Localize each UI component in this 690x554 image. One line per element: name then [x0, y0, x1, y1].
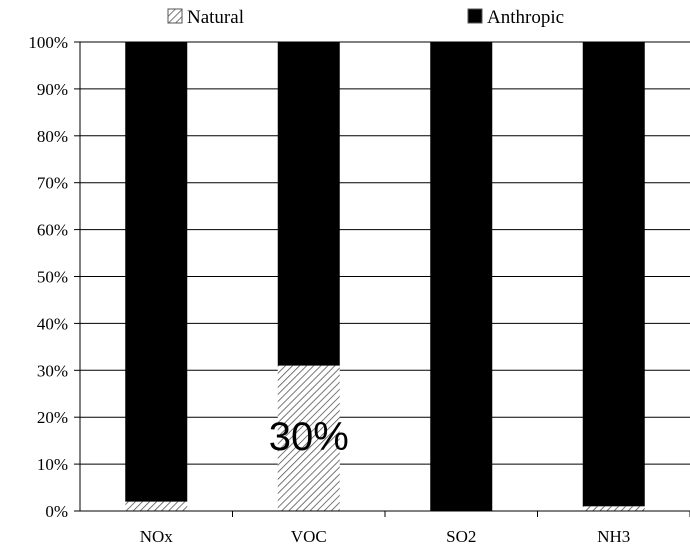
bar-nox-anthropic [125, 42, 188, 502]
bar-nox-natural [125, 501, 188, 511]
legend-label-natural: Natural [187, 7, 244, 28]
y-tick-label: 0% [45, 502, 68, 521]
x-tick-label: NH3 [597, 527, 630, 546]
y-tick-label: 40% [37, 314, 68, 333]
annotations: 30% [269, 415, 349, 459]
y-tick-label: 30% [37, 361, 68, 380]
bar-nh3-anthropic [582, 42, 645, 507]
y-tick-label: 90% [37, 80, 68, 99]
y-tick-label: 60% [37, 221, 68, 240]
y-tick-label: 70% [37, 174, 68, 193]
y-tick-label: 20% [37, 408, 68, 427]
legend-label-anthropic: Anthropic [487, 7, 564, 28]
legend-swatch-anthropic [467, 8, 483, 24]
annotation-label: 30% [269, 415, 349, 459]
x-tick-label: SO2 [446, 527, 476, 546]
bar-so2-anthropic [430, 42, 493, 511]
y-tick-label: 100% [28, 33, 68, 52]
legend-swatch-natural [167, 8, 183, 24]
bar-nh3-natural [582, 506, 645, 511]
y-tick-label: 10% [37, 455, 68, 474]
x-tick-label: VOC [291, 527, 327, 546]
x-tick-label: NOx [140, 527, 174, 546]
axes: 0% 10% 20% 30% 40% 50% 60% 70% 80% 90% 100% NOx VOC S… [28, 33, 690, 546]
bar-voc-natural [277, 365, 340, 511]
legend: Natural Anthropic [167, 7, 564, 28]
bars [125, 42, 645, 511]
y-tick-label: 50% [37, 268, 68, 287]
y-tick-label: 80% [37, 127, 68, 146]
bar-voc-anthropic [277, 42, 340, 366]
